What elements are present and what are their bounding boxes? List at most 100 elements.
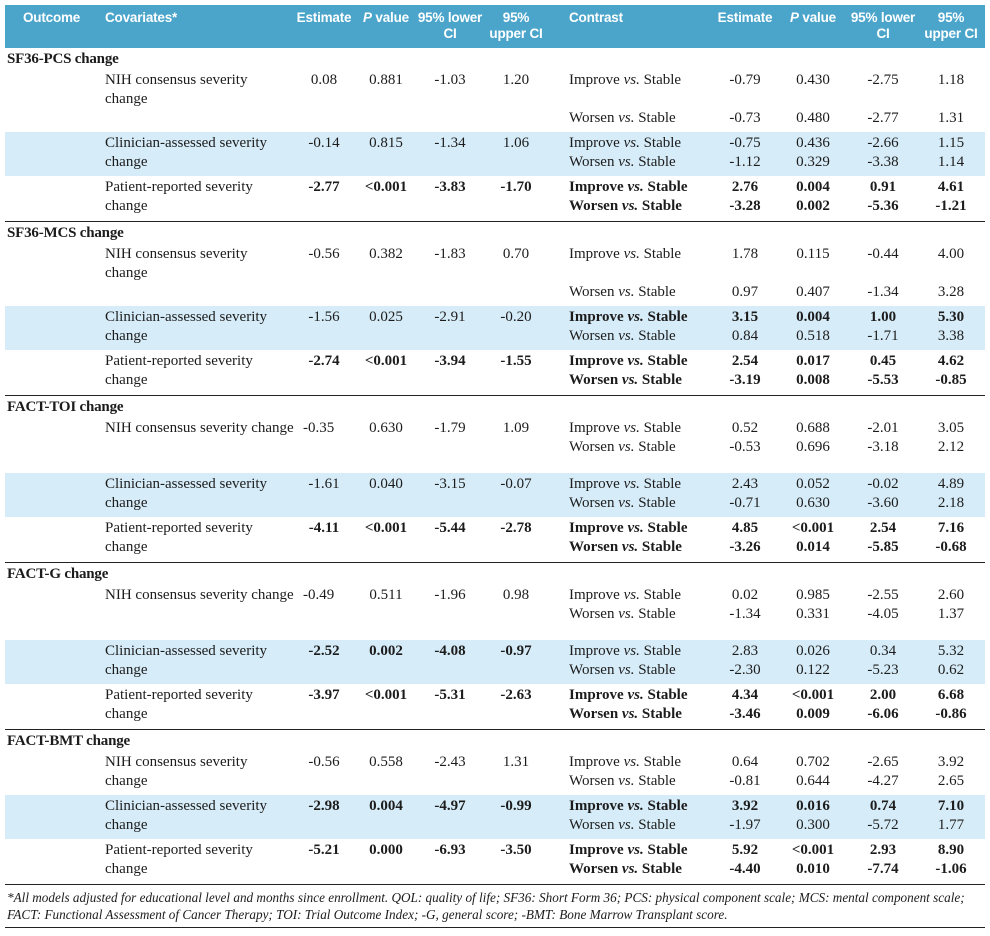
contrast-upper-ci-cell: 4.89: [937, 476, 965, 492]
table-row-block: Clinician-assessed severity change -1.61 0…: [5, 473, 985, 517]
contrast-label: Worsen vs. Stable: [569, 539, 682, 555]
contrast-label: Improve vs. Stable: [569, 643, 682, 659]
header-cell-covariates: Covariates*: [105, 10, 178, 25]
section-divider: [5, 221, 985, 222]
covariate-cell: NIH consensus severity change: [105, 246, 248, 281]
lower-ci-cell: -4.97: [434, 798, 466, 814]
contrast-p-value-cell: 0.009: [796, 706, 830, 722]
contrast-p-value-cell: 0.985: [796, 587, 830, 603]
contrast-label: Improve vs. Stable: [569, 687, 688, 703]
contrast-estimate-cell: 1.78: [731, 246, 759, 262]
table-row-block: Patient-reported severity change -2.77 <0.…: [5, 176, 985, 220]
upper-ci-cell: -0.99: [500, 798, 532, 814]
contrast-lower-ci-cell: -1.71: [867, 328, 899, 344]
contrast-lower-ci-cell: -2.65: [867, 754, 899, 770]
contrast-p-value-cell: <0.001: [791, 687, 835, 703]
section-divider: [5, 562, 985, 563]
estimate-cell: -0.56: [308, 246, 340, 262]
contrast-label: Worsen vs. Stable: [569, 706, 682, 722]
contrast-lower-ci-cell: -3.60: [867, 495, 899, 511]
contrast-label: Improve vs. Stable: [569, 754, 682, 770]
contrast-p-value-cell: 0.688: [796, 420, 830, 436]
section-divider: [5, 729, 985, 730]
contrast-upper-ci-cell: 1.31: [937, 110, 965, 126]
contrast-upper-ci-cell: 8.90: [937, 842, 965, 858]
contrast-upper-ci-cell: 4.00: [937, 246, 965, 262]
upper-ci-cell: 1.09: [502, 420, 530, 436]
contrast-p-value-cell: 0.430: [796, 72, 830, 88]
contrast-label: Improve vs. Stable: [569, 135, 682, 151]
p-value-cell: 0.511: [369, 587, 403, 603]
covariate-cell: Patient-reported severity change: [105, 179, 253, 214]
covariate-cell: Clinician-assessed severity change: [105, 309, 268, 344]
table-row-block: NIH consensus severity change -0.35 0.630 -…: [5, 417, 985, 461]
contrast-estimate-cell: 0.02: [731, 587, 759, 603]
contrast-label: Improve vs. Stable: [569, 246, 682, 262]
contrast-label: Improve vs. Stable: [569, 179, 688, 195]
lower-ci-cell: -1.03: [434, 72, 466, 88]
contrast-label: Improve vs. Stable: [569, 420, 682, 436]
contrast-label: Worsen vs. Stable: [569, 154, 676, 170]
contrast-lower-ci-cell: -2.75: [867, 72, 899, 88]
upper-ci-cell: -1.70: [500, 179, 532, 195]
contrast-upper-ci-cell: 2.65: [937, 773, 965, 789]
contrast-lower-ci-cell: -6.06: [867, 706, 899, 722]
contrast-estimate-cell: -4.40: [729, 861, 761, 877]
contrast-p-value-cell: 0.407: [796, 284, 830, 300]
covariate-cell: NIH consensus severity change: [105, 420, 294, 436]
contrast-label: Worsen vs. Stable: [569, 372, 682, 388]
contrast-upper-ci-cell: 4.62: [937, 353, 965, 369]
header-cell-outcome: Outcome: [23, 10, 81, 25]
contrast-p-value-cell: 0.300: [796, 817, 830, 833]
contrast-lower-ci-cell: 2.00: [869, 687, 897, 703]
contrast-p-value-cell: 0.115: [796, 246, 830, 262]
covariate-cell: NIH consensus severity change: [105, 72, 248, 107]
estimate-cell: -0.56: [308, 754, 340, 770]
contrast-label: Worsen vs. Stable: [569, 606, 676, 622]
contrast-label: Improve vs. Stable: [569, 842, 688, 858]
contrast-estimate-cell: 3.15: [731, 309, 759, 325]
estimate-cell: -2.98: [308, 798, 340, 814]
contrast-p-value-cell: <0.001: [791, 842, 835, 858]
contrast-estimate-cell: -2.30: [729, 662, 761, 678]
contrast-p-value-cell: 0.702: [796, 754, 830, 770]
contrast-p-value-cell: 0.014: [796, 539, 830, 555]
contrast-lower-ci-cell: 2.93: [869, 842, 897, 858]
p-value-cell: <0.001: [364, 520, 408, 536]
contrast-lower-ci-cell: -2.55: [867, 587, 899, 603]
contrast-estimate-cell: 4.85: [731, 520, 759, 536]
upper-ci-cell: -0.07: [500, 476, 532, 492]
header-cell-estimate: Estimate: [296, 10, 352, 25]
header-cell-contrast: Contrast: [569, 10, 623, 25]
lower-ci-cell: -2.43: [434, 754, 466, 770]
lower-ci-cell: -1.34: [434, 135, 466, 151]
estimate-cell: -1.61: [308, 476, 340, 492]
contrast-label: Worsen vs. Stable: [569, 495, 676, 511]
contrast-label: Worsen vs. Stable: [569, 662, 676, 678]
covariate-cell: Patient-reported severity change: [105, 687, 253, 722]
contrast-p-value-cell: 0.329: [796, 154, 830, 170]
lower-ci-cell: -1.96: [434, 587, 466, 603]
table-row-block: Patient-reported severity change -4.11 <0.…: [5, 517, 985, 561]
estimate-cell: -1.56: [308, 309, 340, 325]
contrast-lower-ci-cell: -7.74: [867, 861, 899, 877]
contrast-estimate-cell: -0.71: [729, 495, 761, 511]
contrast-upper-ci-cell: 1.15: [937, 135, 965, 151]
table-row-block: Clinician-assessed severity change -2.98 0…: [5, 795, 985, 839]
estimate-cell: -4.11: [308, 520, 340, 536]
table-footnote: *All models adjusted for educational lev…: [5, 888, 985, 928]
contrast-p-value-cell: 0.644: [796, 773, 830, 789]
contrast-upper-ci-cell: 6.68: [937, 687, 965, 703]
p-value-cell: 0.382: [369, 246, 403, 262]
p-value-cell: 0.558: [369, 754, 403, 770]
contrast-lower-ci-cell: -0.02: [867, 476, 899, 492]
contrast-p-value-cell: 0.004: [796, 309, 830, 325]
estimate-cell: -0.35: [303, 420, 335, 436]
contrast-estimate-cell: 2.54: [731, 353, 759, 369]
contrast-p-value-cell: <0.001: [791, 520, 835, 536]
p-value-cell: 0.040: [369, 476, 403, 492]
estimate-cell: -0.49: [303, 587, 335, 603]
contrast-label: Improve vs. Stable: [569, 798, 688, 814]
lower-ci-cell: -3.83: [434, 179, 466, 195]
